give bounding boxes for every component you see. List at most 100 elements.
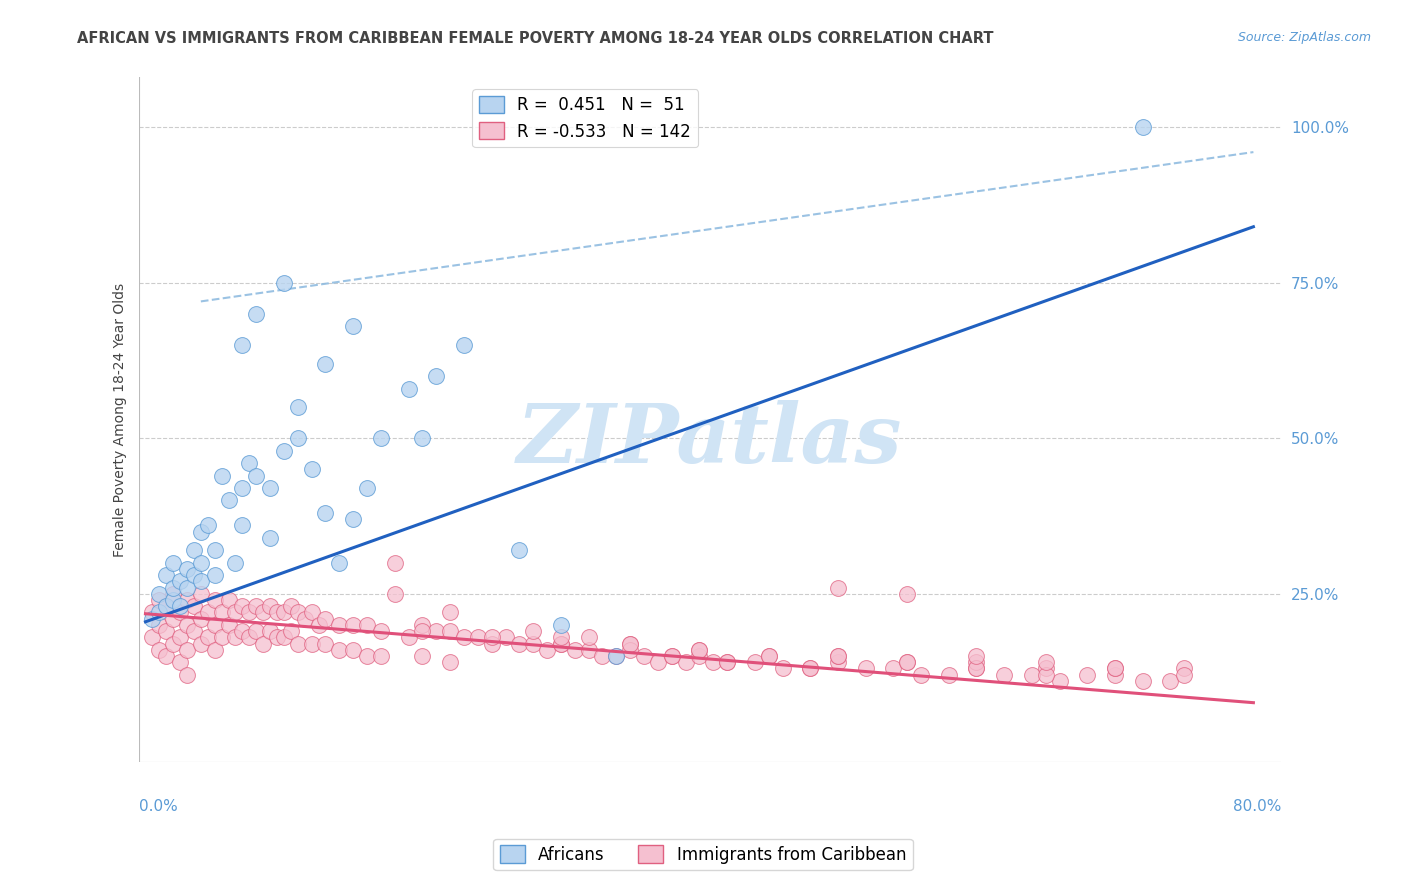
- Point: [411, 624, 433, 639]
- Point: [287, 400, 309, 414]
- Point: [162, 581, 184, 595]
- Point: [882, 661, 904, 675]
- Point: [328, 618, 350, 632]
- Point: [411, 648, 433, 663]
- Point: [204, 618, 226, 632]
- Point: [211, 606, 233, 620]
- Point: [224, 606, 246, 620]
- Point: [328, 642, 350, 657]
- Point: [661, 648, 683, 663]
- Point: [224, 556, 246, 570]
- Point: [1076, 667, 1098, 681]
- Point: [716, 655, 738, 669]
- Point: [564, 642, 586, 657]
- Point: [661, 648, 683, 663]
- Point: [197, 518, 219, 533]
- Point: [370, 431, 392, 445]
- Point: [183, 624, 205, 639]
- Point: [675, 655, 697, 669]
- Point: [1035, 667, 1057, 681]
- Point: [204, 593, 226, 607]
- Point: [758, 648, 780, 663]
- Point: [169, 655, 191, 669]
- Point: [827, 581, 849, 595]
- Point: [224, 631, 246, 645]
- Point: [287, 606, 309, 620]
- Point: [183, 568, 205, 582]
- Point: [259, 531, 281, 545]
- Point: [688, 642, 710, 657]
- Point: [308, 618, 330, 632]
- Point: [619, 642, 641, 657]
- Point: [245, 307, 267, 321]
- Point: [522, 637, 544, 651]
- Point: [356, 481, 378, 495]
- Point: [273, 606, 295, 620]
- Point: [190, 612, 212, 626]
- Point: [141, 606, 163, 620]
- Point: [384, 587, 406, 601]
- Point: [965, 661, 987, 675]
- Point: [287, 637, 309, 651]
- Point: [162, 593, 184, 607]
- Point: [1132, 120, 1154, 135]
- Point: [592, 648, 614, 663]
- Point: [190, 637, 212, 651]
- Point: [1104, 661, 1126, 675]
- Point: [315, 612, 337, 626]
- Point: [342, 618, 364, 632]
- Point: [162, 587, 184, 601]
- Point: [238, 606, 260, 620]
- Text: AFRICAN VS IMMIGRANTS FROM CARIBBEAN FEMALE POVERTY AMONG 18-24 YEAR OLDS CORREL: AFRICAN VS IMMIGRANTS FROM CARIBBEAN FEM…: [77, 31, 994, 46]
- Point: [162, 637, 184, 651]
- Point: [301, 637, 323, 651]
- Point: [965, 648, 987, 663]
- Point: [896, 655, 918, 669]
- Point: [411, 618, 433, 632]
- Point: [273, 443, 295, 458]
- Point: [155, 568, 177, 582]
- Point: [495, 631, 517, 645]
- Point: [259, 481, 281, 495]
- Point: [1173, 661, 1195, 675]
- Point: [688, 648, 710, 663]
- Point: [148, 606, 170, 620]
- Point: [993, 667, 1015, 681]
- Point: [162, 612, 184, 626]
- Point: [169, 606, 191, 620]
- Point: [176, 618, 198, 632]
- Point: [398, 631, 420, 645]
- Point: [231, 599, 253, 614]
- Point: [211, 631, 233, 645]
- Point: [1159, 673, 1181, 688]
- Point: [342, 512, 364, 526]
- Point: [218, 618, 240, 632]
- Point: [716, 655, 738, 669]
- Point: [259, 599, 281, 614]
- Point: [301, 606, 323, 620]
- Point: [481, 637, 503, 651]
- Point: [425, 369, 447, 384]
- Point: [522, 624, 544, 639]
- Point: [827, 648, 849, 663]
- Point: [550, 618, 572, 632]
- Point: [231, 481, 253, 495]
- Point: [155, 599, 177, 614]
- Point: [827, 655, 849, 669]
- Point: [439, 655, 461, 669]
- Point: [155, 648, 177, 663]
- Point: [370, 624, 392, 639]
- Point: [183, 599, 205, 614]
- Text: ZIPatlas: ZIPatlas: [517, 401, 903, 480]
- Point: [1035, 661, 1057, 675]
- Point: [273, 631, 295, 645]
- Point: [266, 631, 288, 645]
- Point: [190, 524, 212, 539]
- Point: [315, 506, 337, 520]
- Point: [453, 631, 475, 645]
- Point: [273, 276, 295, 290]
- Text: Source: ZipAtlas.com: Source: ZipAtlas.com: [1237, 31, 1371, 45]
- Point: [176, 642, 198, 657]
- Point: [162, 556, 184, 570]
- Point: [356, 648, 378, 663]
